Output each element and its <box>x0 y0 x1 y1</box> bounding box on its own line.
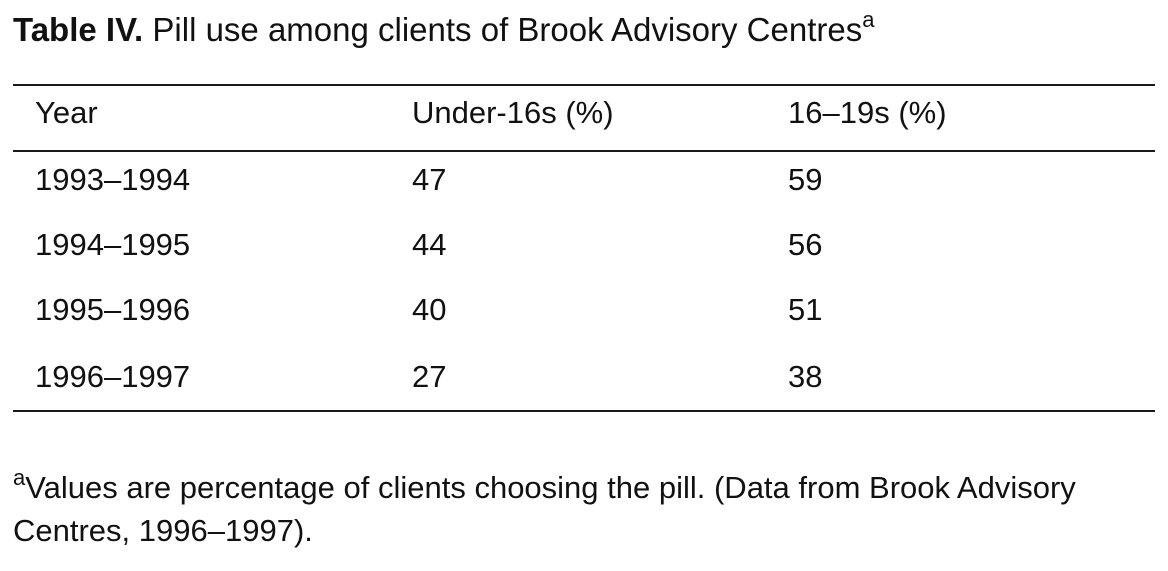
table-cell-under-16s: 40 <box>412 292 447 327</box>
table-cell-year: 1993–1994 <box>35 162 191 197</box>
column-header-16-19s: 16–19s (%) <box>788 95 947 130</box>
table-cell-16-19s: 51 <box>788 292 823 327</box>
table-bottom-rule <box>13 410 1155 412</box>
table-cell-under-16s: 27 <box>412 359 447 394</box>
table-cell-under-16s: 47 <box>412 162 447 197</box>
footnote-marker: a <box>13 464 26 490</box>
caption-footnote-marker: a <box>862 7 875 32</box>
table-cell-16-19s: 56 <box>788 227 823 262</box>
table-caption: Table IV. Pill use among clients of Broo… <box>13 7 875 50</box>
table-cell-under-16s: 44 <box>412 227 447 262</box>
footnote-text: Values are percentage of clients choosin… <box>13 470 1076 548</box>
table-cell-year: 1996–1997 <box>35 359 191 394</box>
table-cell-16-19s: 38 <box>788 359 823 394</box>
table-title: Pill use among clients of Brook Advisory… <box>143 11 863 48</box>
table-top-rule <box>13 84 1155 86</box>
table-footnote: aValues are percentage of clients choosi… <box>13 466 1143 552</box>
column-header-year: Year <box>35 95 98 130</box>
table-cell-year: 1995–1996 <box>35 292 191 327</box>
table-label: Table IV. <box>13 11 144 48</box>
column-header-under-16s: Under-16s (%) <box>412 95 614 130</box>
table-cell-16-19s: 59 <box>788 162 823 197</box>
table-header-rule <box>13 150 1155 152</box>
table-cell-year: 1994–1995 <box>35 227 191 262</box>
